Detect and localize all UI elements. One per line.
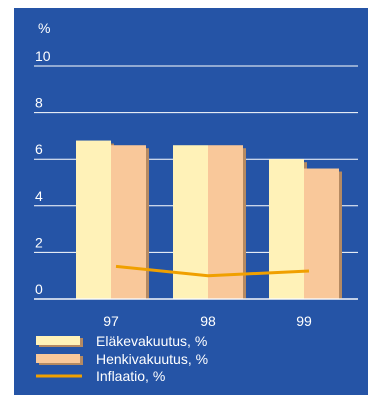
line-layer — [115, 264, 310, 278]
y-tick-label: 8 — [35, 95, 43, 111]
legend-swatch — [36, 336, 80, 345]
legend-swatch — [36, 354, 80, 363]
y-tick-label: 6 — [35, 141, 43, 157]
y-tick-label: 2 — [35, 234, 43, 250]
bar — [111, 145, 146, 299]
bar — [304, 168, 339, 299]
chart-svg: % 0 2 4 6 8 10 97 98 99 Eläkevakuutus, % Henkivak… — [34, 20, 358, 384]
bar — [76, 140, 111, 299]
legend: Eläkevakuutus, % Henkivakuutus, %Inflaati… — [36, 333, 208, 384]
bar — [269, 159, 304, 299]
legend-label: Inflaatio, % — [96, 368, 165, 384]
y-unit-label: % — [38, 20, 50, 36]
label-layer: % 0 2 4 6 8 10 97 98 99 — [35, 20, 312, 329]
legend-label: Eläkevakuutus, % — [96, 333, 207, 349]
chart-panel: % 0 2 4 6 8 10 97 98 99 Eläkevakuutus, % Henkivak… — [14, 8, 368, 395]
legend-label: Henkivakuutus, % — [96, 351, 208, 367]
y-tick-label: 0 — [35, 281, 43, 297]
series-line-inflaatio — [115, 264, 310, 278]
x-tick-label: 98 — [200, 313, 216, 329]
y-tick-label: 10 — [35, 48, 51, 64]
x-tick-label: 99 — [296, 313, 312, 329]
y-tick-label: 4 — [35, 188, 43, 204]
x-tick-label: 97 — [103, 313, 119, 329]
